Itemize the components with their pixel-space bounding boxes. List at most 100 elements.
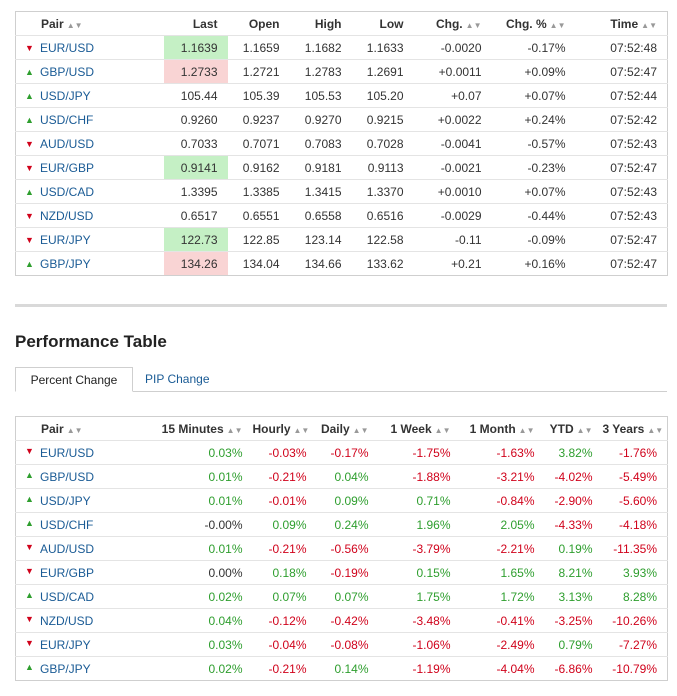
pair-cell: ▼ AUD/USD	[16, 537, 146, 561]
pair-cell: ▲ GBP/JPY	[16, 657, 146, 681]
pair-link[interactable]: EUR/JPY	[40, 637, 91, 652]
hourly-cell: -0.21%	[268, 469, 307, 484]
pair-cell: ▲ USD/JPY	[16, 489, 146, 513]
sort-icon[interactable]: ▲▼	[647, 425, 664, 435]
sort-icon[interactable]: ▲▼	[66, 425, 83, 435]
pair-cell: ▼ EUR/USD	[16, 36, 164, 60]
performance-row: ▼ EUR/USD 0.03% -0.03% -0.17% -1.75% -1.63% 3.8…	[15, 440, 668, 465]
open-cell: 1.3385	[242, 184, 280, 199]
sort-icon[interactable]: ▲▼	[293, 425, 310, 435]
1-week-cell: -1.75%	[412, 445, 451, 460]
col-header-pair[interactable]: Pair ▲▼	[41, 16, 83, 31]
daily-cell: -0.08%	[330, 637, 369, 652]
pair-link[interactable]: EUR/GBP	[40, 565, 95, 580]
col-header-1-month[interactable]: 1 Month ▲▼	[469, 421, 535, 436]
ytd-cell: -3.25%	[554, 613, 593, 628]
sort-icon[interactable]: ▲▼	[352, 425, 369, 435]
sort-icon[interactable]: ▲▼	[66, 20, 83, 30]
pair-link[interactable]: NZD/USD	[40, 613, 94, 628]
pair-cell: ▼ EUR/GBP	[16, 156, 164, 180]
col-header-1-week[interactable]: 1 Week ▲▼	[390, 421, 451, 436]
open-cell: 1.1659	[242, 40, 280, 55]
3-years-cell: -11.35%	[613, 541, 657, 556]
arrow-down-icon: ▼	[25, 637, 34, 648]
pair-cell: ▲ USD/CHF	[16, 513, 146, 537]
col-header-15-minutes[interactable]: 15 Minutes ▲▼	[161, 421, 243, 436]
pair-link[interactable]: NZD/USD	[40, 208, 94, 223]
1-week-cell: -3.48%	[412, 613, 451, 628]
daily-cell: -0.19%	[330, 565, 369, 580]
pair-link[interactable]: GBP/USD	[40, 64, 95, 79]
pair-cell: ▼ EUR/JPY	[16, 633, 146, 657]
pair-link[interactable]: AUD/USD	[40, 136, 95, 151]
3-years-cell: 8.28%	[622, 589, 657, 604]
pair-link[interactable]: AUD/USD	[40, 541, 95, 556]
sort-icon[interactable]: ▲▼	[576, 425, 593, 435]
sort-icon[interactable]: ▲▼	[434, 425, 451, 435]
pair-link[interactable]: USD/CAD	[40, 589, 95, 604]
arrow-down-icon: ▼	[25, 565, 34, 576]
pair-cell: ▼ AUD/USD	[16, 132, 164, 156]
pair-link[interactable]: USD/CHF	[40, 112, 94, 127]
3-years-cell: -1.76%	[618, 445, 657, 460]
performance-row: ▼ EUR/JPY 0.03% -0.04% -0.08% -1.06% -2.49% 0.7…	[15, 632, 668, 657]
low-cell: 1.1633	[366, 40, 404, 55]
col-header-last[interactable]: Last	[192, 16, 218, 31]
low-cell: 122.58	[366, 232, 404, 247]
hourly-cell: 0.07%	[272, 589, 307, 604]
1-month-cell: -4.04%	[496, 661, 535, 676]
1-month-cell: -1.63%	[496, 445, 535, 460]
last-cell: 1.3395	[180, 184, 218, 199]
change-pct-cell: -0.57%	[527, 136, 566, 151]
sort-icon[interactable]: ▲▼	[549, 20, 566, 30]
last-cell: 122.73	[163, 227, 228, 252]
tab-pip-change[interactable]: PIP Change	[145, 372, 210, 386]
pair-link[interactable]: EUR/GBP	[40, 160, 95, 175]
change-pct-cell: -0.17%	[527, 40, 566, 55]
col-header-chg-pct[interactable]: Chg. % ▲▼	[505, 16, 566, 31]
col-header-hourly[interactable]: Hourly ▲▼	[252, 421, 310, 436]
change-cell: -0.0029	[440, 208, 482, 223]
pair-link[interactable]: USD/JPY	[40, 493, 91, 508]
performance-row: ▲ GBP/USD 0.01% -0.21% 0.04% -1.88% -3.21% -4.0…	[15, 464, 668, 489]
tab-percent-change[interactable]: Percent Change	[15, 367, 133, 392]
pair-link[interactable]: GBP/JPY	[40, 256, 91, 271]
pair-link[interactable]: GBP/JPY	[40, 661, 91, 676]
1-month-cell: 1.72%	[500, 589, 535, 604]
time-cell: 07:52:48	[610, 40, 657, 55]
pair-link[interactable]: USD/JPY	[40, 88, 91, 103]
low-cell: 1.2691	[366, 64, 404, 79]
3-years-cell: -7.27%	[618, 637, 657, 652]
open-cell: 0.7071	[242, 136, 280, 151]
sort-icon[interactable]: ▲▼	[641, 20, 657, 30]
col-header-time[interactable]: Time ▲▼	[610, 16, 657, 31]
pair-link[interactable]: USD/CAD	[40, 184, 95, 199]
col-header-low[interactable]: Low	[379, 16, 404, 31]
pair-link[interactable]: EUR/USD	[40, 445, 95, 460]
quote-row: ▼ AUD/USD 0.7033 0.7071 0.7083 0.7028 -0.0041 -…	[15, 131, 668, 156]
change-cell: -0.0041	[440, 136, 482, 151]
sort-icon[interactable]: ▲▼	[226, 425, 243, 435]
arrow-down-icon: ▼	[25, 613, 34, 624]
col-header-pair[interactable]: Pair ▲▼	[41, 421, 83, 436]
high-cell: 0.9181	[304, 160, 342, 175]
col-header-high[interactable]: High	[314, 16, 342, 31]
col-header-open[interactable]: Open	[248, 16, 280, 31]
col-header-daily[interactable]: Daily ▲▼	[320, 421, 369, 436]
col-header-chg[interactable]: Chg. ▲▼	[435, 16, 482, 31]
high-cell: 123.14	[304, 232, 342, 247]
col-header-3-years[interactable]: 3 Years ▲▼	[602, 421, 664, 436]
time-cell: 07:52:47	[610, 160, 657, 175]
pair-link[interactable]: EUR/JPY	[40, 232, 91, 247]
quotes-header-row: Pair ▲▼ Last Open High Low Chg. ▲▼ Chg. % ▲…	[16, 12, 668, 36]
pair-link[interactable]: USD/CHF	[40, 517, 94, 532]
daily-cell: 0.09%	[334, 493, 369, 508]
pair-cell: ▲ GBP/USD	[16, 465, 146, 489]
col-header-ytd[interactable]: YTD ▲▼	[549, 421, 593, 436]
15-minutes-cell: -0.00%	[204, 517, 243, 532]
sort-icon[interactable]: ▲▼	[518, 425, 535, 435]
1-week-cell: -1.88%	[412, 469, 451, 484]
sort-icon[interactable]: ▲▼	[465, 20, 482, 30]
pair-link[interactable]: EUR/USD	[40, 40, 95, 55]
pair-link[interactable]: GBP/USD	[40, 469, 95, 484]
